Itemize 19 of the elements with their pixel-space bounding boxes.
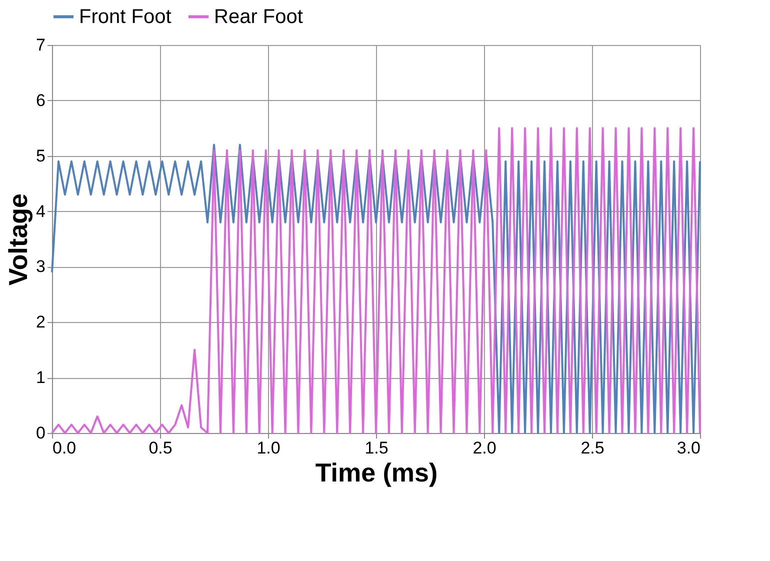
y-tick-label: 2 [36,312,46,332]
y-tick-label: 4 [36,202,46,221]
y-tick-label: 6 [36,90,46,110]
x-tick-label: 3.0 [676,438,700,458]
y-axis-title: Voltage [3,194,34,286]
y-tick-label: 5 [36,146,46,166]
x-tick-label: 0.0 [52,438,76,458]
x-tick-label: 0.5 [148,438,172,458]
y-tick-label: 7 [36,36,46,54]
y-tick-label: 3 [36,257,46,276]
x-tick-label: 1.5 [364,438,388,458]
x-tick-label: 2.0 [472,438,496,458]
legend-label: Rear Foot [214,6,304,28]
y-tick-label: 0 [36,424,46,442]
x-tick-label: 2.5 [580,438,604,458]
x-tick-label: 1.0 [256,438,280,458]
x-axis-title: Time (ms) [315,458,438,488]
legend-label: Front Foot [79,6,172,28]
y-tick-label: 1 [36,368,46,388]
